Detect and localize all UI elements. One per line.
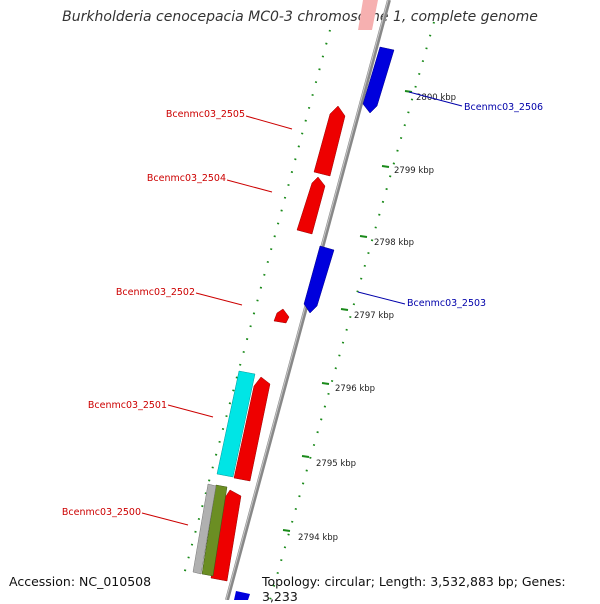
tick-mark [360, 236, 367, 237]
tick-label: 2795 kbp [316, 459, 356, 469]
track-dot [383, 201, 384, 203]
tick-label: 2794 kbp [298, 533, 338, 543]
track-dot [295, 159, 296, 161]
track-dot [299, 495, 300, 497]
gene-label-bcenmc03-2503[interactable]: Bcenmc03_2503 [407, 298, 486, 309]
gene-partial-top [358, 0, 378, 30]
tick-mark [302, 456, 309, 457]
tick-label: 2797 kbp [354, 311, 394, 321]
tick-mark [405, 91, 412, 92]
gene-bcenmc03-2503[interactable] [304, 246, 334, 313]
tick-label: 2796 kbp [335, 384, 375, 394]
gene-label-bcenmc03-2502[interactable]: Bcenmc03_2502 [116, 287, 195, 298]
track-dot [288, 534, 289, 536]
outer-dotted-track [270, 22, 434, 599]
label-leader [168, 405, 213, 417]
track-dot [285, 547, 286, 549]
gene-bcenmc03-2502[interactable] [274, 309, 289, 323]
tick-mark [382, 166, 389, 167]
label-leader [227, 180, 272, 192]
tick-mark [283, 530, 290, 531]
gene-label-bcenmc03-2500[interactable]: Bcenmc03_2500 [62, 507, 141, 518]
gene-bcenmc03-2505[interactable] [314, 106, 345, 176]
track-dot [326, 43, 327, 45]
gene-bcenmc03-2504[interactable] [297, 177, 325, 234]
gene-label-bcenmc03-2504[interactable]: Bcenmc03_2504 [147, 173, 226, 184]
track-dot [368, 252, 369, 254]
label-leader [358, 292, 405, 304]
tick-label: 2798 kbp [374, 238, 414, 248]
accession-text: Accession: NC_010508 [9, 574, 151, 589]
label-leader [246, 116, 292, 129]
track-dot [372, 240, 373, 242]
scale-ticks: 2800 kbp 2799 kbp 2798 kbp 2797 kbp 2796… [283, 91, 456, 543]
gene-label-bcenmc03-2505[interactable]: Bcenmc03_2505 [166, 109, 245, 120]
tick-label: 2799 kbp [394, 166, 434, 176]
gene-next-reverse [234, 591, 250, 600]
track-dot [336, 368, 337, 370]
tick-mark [322, 383, 329, 384]
track-dot [202, 505, 203, 507]
track-dot [321, 419, 322, 421]
track-dot [405, 124, 406, 126]
label-leader [196, 293, 242, 305]
label-leader [142, 513, 188, 525]
tick-label: 2800 kbp [416, 93, 456, 103]
tick-mark [341, 309, 348, 310]
gene-label-bcenmc03-2506[interactable]: Bcenmc03_2506 [464, 102, 543, 113]
track-dot [233, 390, 234, 392]
gene-label-bcenmc03-2501[interactable]: Bcenmc03_2501 [88, 400, 167, 411]
track-dot [310, 457, 311, 459]
track-dot [419, 73, 420, 75]
track-dot [264, 274, 265, 276]
track-dot [394, 163, 395, 165]
track-dot [346, 329, 347, 331]
track-dot [357, 291, 358, 293]
track-dot [430, 35, 431, 37]
